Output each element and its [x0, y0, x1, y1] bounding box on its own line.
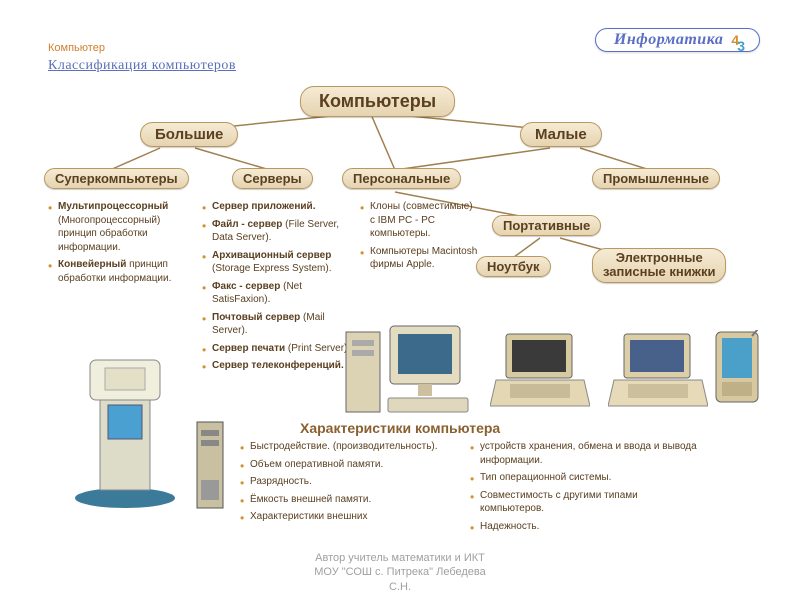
node-servers: Серверы — [232, 168, 313, 189]
col-super: Мультипроцессорный (Многопроцессорный) п… — [48, 200, 188, 289]
node-industrial: Промышленные — [592, 168, 720, 189]
list-item: устройств хранения, обмена и ввода и выв… — [470, 440, 700, 467]
col-personal: Клоны (совместимые) с IBM PC - PC компью… — [360, 200, 480, 276]
header-num-b: 3 — [737, 38, 745, 54]
node-super: Суперкомпьютеры — [44, 168, 189, 189]
list-item: Сервер телеконференций. — [202, 359, 352, 373]
header-tab: Информатика 4 3 — [595, 28, 760, 52]
list-item: Файл - сервер (File Server, Data Server)… — [202, 218, 352, 245]
breadcrumb: Компьютер — [48, 42, 105, 54]
node-big: Большие — [140, 122, 238, 147]
desktop-pc-icon — [340, 320, 470, 420]
node-notepad: Электронные записные книжки — [592, 248, 726, 283]
footer: Автор учитель математики и ИКТ МОУ "СОШ … — [0, 551, 800, 594]
header-title: Информатика — [614, 31, 724, 49]
list-item: Сервер приложений. — [202, 200, 352, 214]
tower-icon — [195, 420, 225, 510]
list-item: Почтовый сервер (Mail Server). — [202, 311, 352, 338]
page-frame: Информатика 4 3 Компьютер Классификация … — [40, 20, 760, 550]
node-portable: Портативные — [492, 215, 601, 236]
node-small: Малые — [520, 122, 602, 147]
laptop-icon — [490, 330, 590, 410]
footer-line: МОУ "СОШ с. Питрека" Лебедева — [0, 565, 800, 579]
list-item: Мультипроцессорный (Многопроцессорный) п… — [48, 200, 188, 254]
footer-line: С.Н. — [0, 580, 800, 594]
list-item: Сервер печати (Print Server). — [202, 342, 352, 356]
node-root: Компьютеры — [300, 86, 455, 117]
list-item: Ёмкость внешней памяти. — [240, 493, 450, 507]
page-subtitle[interactable]: Классификация компьютеров — [48, 58, 236, 74]
list-item: Объем оперативной памяти. — [240, 458, 450, 472]
list-item: Тип операционной системы. — [470, 471, 700, 485]
list-item: Клоны (совместимые) с IBM PC - PC компью… — [360, 200, 480, 241]
characteristics-right: устройств хранения, обмена и ввода и выв… — [470, 440, 700, 537]
col-servers: Сервер приложений. Файл - сервер (File S… — [202, 200, 352, 377]
node-personal: Персональные — [342, 168, 461, 189]
list-item: Конвейерный принцип обработки информации… — [48, 258, 188, 285]
footer-line: Автор учитель математики и ИКТ — [0, 551, 800, 565]
list-item: Надежность. — [470, 520, 700, 534]
list-item: Архивационный сервер (Storage Express Sy… — [202, 249, 352, 276]
notebook-icon — [608, 330, 708, 410]
supercomputer-icon — [70, 350, 180, 510]
list-item: Факс - сервер (Net SatisFaxion). — [202, 280, 352, 307]
characteristics-title: Характеристики компьютера — [300, 420, 500, 436]
list-item: Компьютеры Macintosh фирмы Apple. — [360, 245, 480, 272]
node-notebook: Ноутбук — [476, 256, 551, 277]
characteristics-left: Быстродействие. (производительность). Об… — [240, 440, 450, 528]
list-item: Быстродействие. (производительность). — [240, 440, 450, 454]
pda-icon — [714, 330, 760, 410]
list-item: Совместимость с другими типами компьютер… — [470, 489, 700, 516]
list-item: Разрядность. — [240, 475, 450, 489]
list-item: Характеристики внешних — [240, 510, 450, 524]
